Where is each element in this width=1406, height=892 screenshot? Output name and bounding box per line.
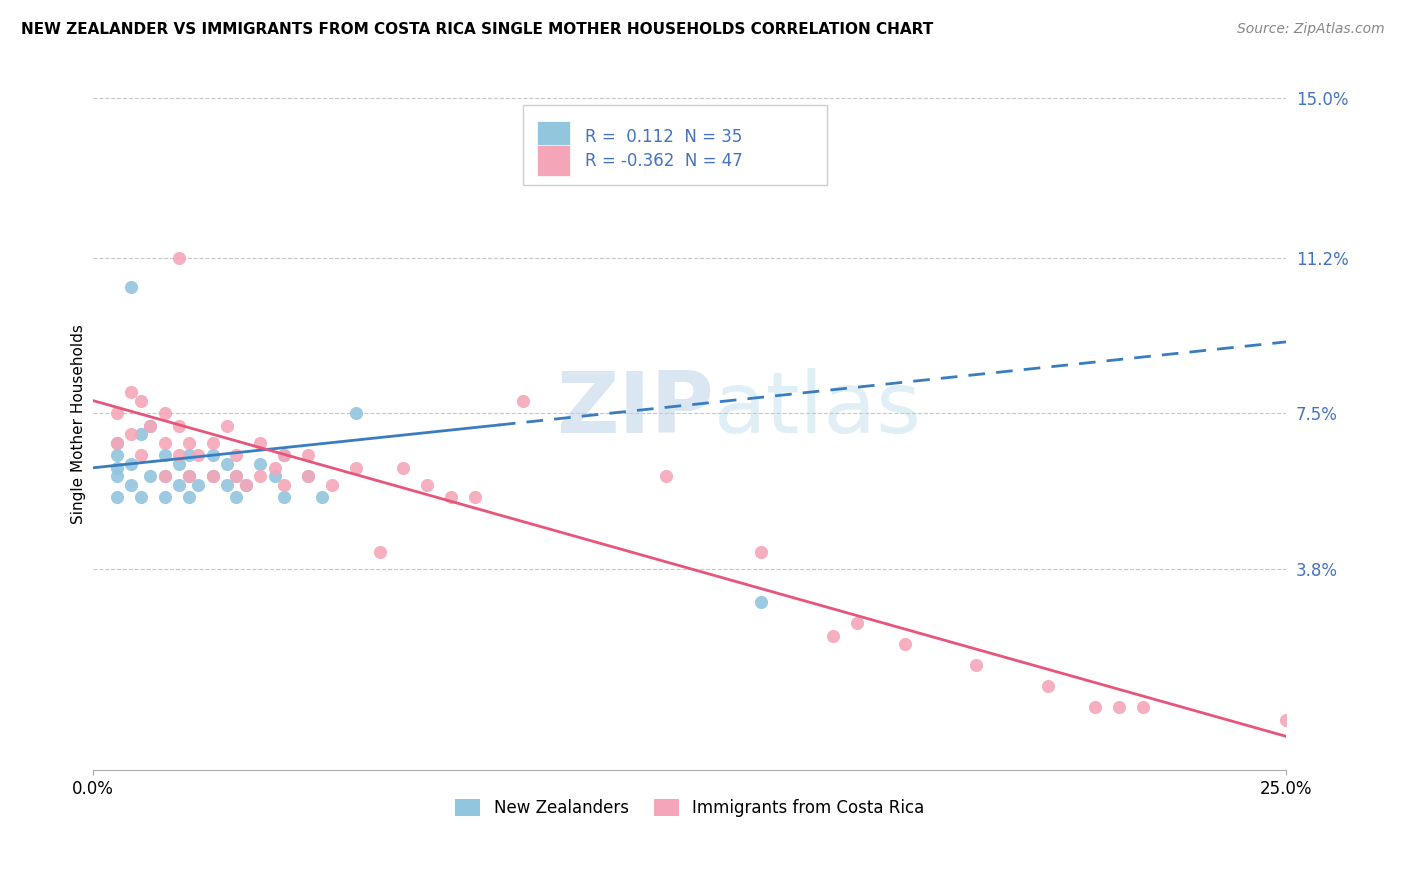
Point	[120, 427, 142, 442]
Point	[416, 477, 439, 491]
Point	[120, 280, 142, 294]
Point	[368, 545, 391, 559]
Text: ZIP: ZIP	[555, 368, 714, 451]
Point	[215, 418, 238, 433]
Point	[821, 629, 844, 643]
Y-axis label: Single Mother Households: Single Mother Households	[72, 324, 86, 524]
Point	[215, 457, 238, 471]
Point	[273, 490, 295, 504]
Point	[297, 448, 319, 462]
Point	[153, 490, 176, 504]
Text: atlas: atlas	[714, 368, 921, 451]
Point	[321, 477, 343, 491]
Point	[105, 469, 128, 483]
Point	[215, 477, 238, 491]
Point	[177, 448, 200, 462]
Point	[120, 477, 142, 491]
Point	[263, 460, 285, 475]
Legend: New Zealanders, Immigrants from Costa Rica: New Zealanders, Immigrants from Costa Ri…	[449, 792, 931, 824]
Point	[1036, 679, 1059, 693]
Point	[105, 460, 128, 475]
Point	[105, 435, 128, 450]
Point	[167, 457, 190, 471]
Point	[105, 435, 128, 450]
Text: R = -0.362  N = 47: R = -0.362 N = 47	[585, 152, 742, 169]
Point	[187, 448, 209, 462]
Point	[225, 469, 247, 483]
Point	[129, 427, 152, 442]
Point	[153, 469, 176, 483]
Point	[177, 435, 200, 450]
Point	[273, 448, 295, 462]
Point	[177, 490, 200, 504]
Point	[893, 637, 915, 651]
Point	[201, 469, 224, 483]
Point	[225, 469, 247, 483]
Point	[249, 435, 271, 450]
Point	[1275, 713, 1298, 727]
Point	[249, 457, 271, 471]
Point	[105, 406, 128, 420]
Point	[263, 469, 285, 483]
Point	[965, 658, 987, 673]
Point	[167, 418, 190, 433]
Point	[297, 469, 319, 483]
Point	[273, 448, 295, 462]
FancyBboxPatch shape	[523, 105, 827, 185]
Point	[129, 490, 152, 504]
Point	[105, 448, 128, 462]
Point	[235, 477, 257, 491]
Point	[153, 406, 176, 420]
Point	[153, 435, 176, 450]
Text: Source: ZipAtlas.com: Source: ZipAtlas.com	[1237, 22, 1385, 37]
Point	[139, 418, 162, 433]
Point	[201, 448, 224, 462]
Point	[167, 477, 190, 491]
Point	[177, 469, 200, 483]
Text: R =  0.112  N = 35: R = 0.112 N = 35	[585, 128, 742, 145]
Text: NEW ZEALANDER VS IMMIGRANTS FROM COSTA RICA SINGLE MOTHER HOUSEHOLDS CORRELATION: NEW ZEALANDER VS IMMIGRANTS FROM COSTA R…	[21, 22, 934, 37]
Point	[464, 490, 486, 504]
Point	[153, 469, 176, 483]
Point	[392, 460, 415, 475]
Point	[105, 490, 128, 504]
Point	[344, 460, 367, 475]
Point	[751, 545, 773, 559]
Point	[1084, 700, 1107, 714]
Point	[235, 477, 257, 491]
Point	[225, 490, 247, 504]
Point	[512, 393, 534, 408]
Point	[120, 385, 142, 400]
Point	[273, 477, 295, 491]
Point	[153, 448, 176, 462]
Point	[167, 448, 190, 462]
Point	[167, 251, 190, 265]
Point	[845, 616, 868, 631]
Point	[1108, 700, 1130, 714]
FancyBboxPatch shape	[537, 145, 571, 177]
Point	[249, 469, 271, 483]
Point	[201, 435, 224, 450]
Point	[177, 469, 200, 483]
Point	[129, 448, 152, 462]
Point	[311, 490, 333, 504]
Point	[139, 418, 162, 433]
Point	[297, 469, 319, 483]
Point	[120, 457, 142, 471]
Point	[655, 469, 678, 483]
Point	[440, 490, 463, 504]
Point	[751, 595, 773, 609]
Point	[129, 393, 152, 408]
Point	[187, 477, 209, 491]
Point	[1132, 700, 1154, 714]
Point	[344, 406, 367, 420]
Point	[225, 448, 247, 462]
Point	[201, 469, 224, 483]
FancyBboxPatch shape	[537, 121, 571, 153]
Point	[139, 469, 162, 483]
